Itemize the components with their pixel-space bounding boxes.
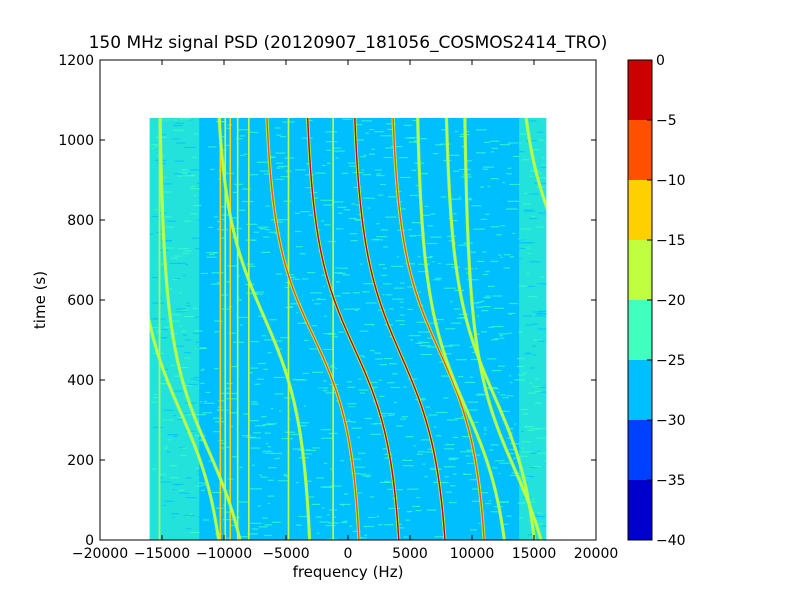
edge-band-left xyxy=(149,118,200,540)
doppler-trace-4 xyxy=(392,118,485,540)
plot-area xyxy=(99,59,597,541)
colorbar-tick-label: −10 xyxy=(656,173,686,189)
doppler-trace-3 xyxy=(354,118,446,540)
doppler-trace-10 xyxy=(464,118,542,540)
colorbar: −40 −35 −30 −25 −20 −15 −10 −5 0 xyxy=(627,53,686,549)
x-tick-label: 10000 xyxy=(450,546,495,562)
x-tick-label: −5000 xyxy=(262,546,309,562)
colorbar-segment xyxy=(628,60,652,120)
colorbar-tick-label: 0 xyxy=(656,53,665,69)
y-tick-label: 1000 xyxy=(58,133,94,149)
colorbar-segment xyxy=(628,180,652,240)
x-tick-label: −10000 xyxy=(196,546,252,562)
y-tick-label: 0 xyxy=(85,533,94,549)
colorbar-tick-label: −30 xyxy=(656,413,686,429)
y-tick-label: 800 xyxy=(67,213,94,229)
x-axis-label: frequency (Hz) xyxy=(293,563,404,581)
noise-speckle xyxy=(149,118,547,540)
y-tick-label: 400 xyxy=(67,373,94,389)
colorbar-tick-label: −20 xyxy=(656,293,686,309)
y-tick-label: 600 xyxy=(67,293,94,309)
x-tick-label: 15000 xyxy=(512,546,557,562)
doppler-trace-9 xyxy=(445,118,536,540)
colorbar-segment xyxy=(628,120,652,180)
doppler-trace-2 xyxy=(266,118,360,540)
x-tick-label: −20000 xyxy=(72,546,128,562)
colorbar-tick-label: −35 xyxy=(656,473,686,489)
y-axis: 0 200 400 600 800 1000 1200 xyxy=(58,53,596,549)
doppler-trace-5 xyxy=(149,319,220,540)
psd-heatmap xyxy=(149,118,547,540)
colorbar-segment xyxy=(628,480,652,540)
x-tick-label: 20000 xyxy=(574,546,619,562)
x-tick-label: 5000 xyxy=(392,546,428,562)
chart-title: 150 MHz signal PSD (20120907_181056_COSM… xyxy=(89,33,608,53)
colorbar-segment xyxy=(628,240,652,300)
colorbar-segment xyxy=(628,300,652,360)
colorbar-tick-label: −5 xyxy=(656,113,677,129)
colorbar-tick-label: −15 xyxy=(656,233,686,249)
colorbar-segment xyxy=(628,360,652,420)
colorbar-segment xyxy=(628,420,652,480)
x-tick-label: −15000 xyxy=(134,546,190,562)
doppler-trace-7 xyxy=(218,118,311,540)
noise-floor xyxy=(149,118,547,540)
colorbar-tick-label: −40 xyxy=(656,533,686,549)
y-tick-label: 1200 xyxy=(58,53,94,69)
doppler-trace-8 xyxy=(416,118,506,540)
x-tick-label: 0 xyxy=(344,546,353,562)
doppler-trace-6 xyxy=(159,118,241,540)
doppler-trace-1 xyxy=(307,118,400,540)
doppler-trace-11 xyxy=(525,118,547,209)
y-tick-label: 200 xyxy=(67,453,94,469)
y-axis-label: time (s) xyxy=(31,271,49,329)
x-axis: −20000 −15000 −10000 −5000 0 5000 10000 15000 20… xyxy=(72,60,618,562)
colorbar-tick-label: −25 xyxy=(656,353,686,369)
